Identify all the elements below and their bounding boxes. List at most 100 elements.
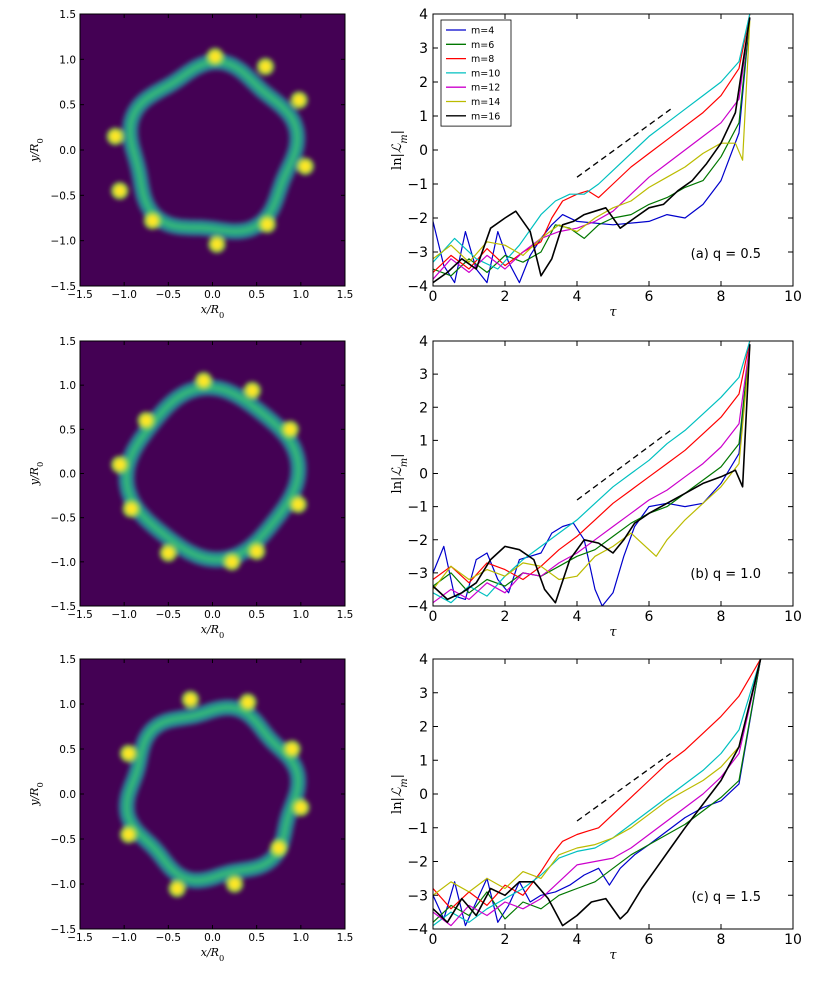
legend-label: m=8 <box>471 54 494 65</box>
x-tick-label: −1.0 <box>111 289 137 301</box>
label-part: 0 <box>35 138 45 143</box>
label-part: | <box>390 454 405 458</box>
y-axis-label: y/R0 <box>28 138 45 162</box>
x-axis-label: x/R0 <box>201 623 224 640</box>
y-tick-label: 3 <box>419 686 428 702</box>
series-line-m12 <box>433 17 751 280</box>
label-part: ℒ <box>390 467 405 477</box>
density-clump-core <box>198 375 210 387</box>
y-tick-label: −3 <box>407 245 428 261</box>
x-tick-label: 1.0 <box>292 609 309 621</box>
mode-growth-panel: 0 2 4 6 8 10 −4 −3 −2 −1 0 1 2 3 4 τ ln|ℒm| (b) q = 1.0 <box>390 334 802 640</box>
x-tick-label: −0.5 <box>156 609 182 621</box>
series-line-m8 <box>433 659 762 910</box>
legend-label: m=6 <box>471 40 494 51</box>
y-tick-label: −1.0 <box>51 557 77 569</box>
label-part: 0 <box>35 462 45 467</box>
density-clump-core <box>242 696 254 708</box>
y-tick-label: 1.0 <box>59 54 76 66</box>
y-tick-label: 0.0 <box>59 789 76 801</box>
y-tick-label: −2 <box>407 855 428 871</box>
mode-growth-panel: 0 2 4 6 8 10 −4 −3 −2 −1 0 1 2 3 4 τ ln|ℒm| (a) q = 0.5 m=… <box>390 7 802 320</box>
axes-frame <box>432 658 794 930</box>
density-clump-core <box>246 384 258 396</box>
label-part: | <box>390 130 405 134</box>
y-tick-label: 1.5 <box>59 336 76 348</box>
x-tick-label: 10 <box>784 932 802 948</box>
x-tick-label: 0 <box>429 289 438 305</box>
label-part: 0 <box>219 310 224 320</box>
mode-growth-panel: 0 2 4 6 8 10 −4 −3 −2 −1 0 1 2 3 4 τ ln|ℒm| (c) q = 1.5 <box>390 652 802 963</box>
y-tick-label: 4 <box>419 7 428 23</box>
x-axis-label: τ <box>609 305 617 320</box>
x-tick-label: 0 <box>429 609 438 625</box>
y-tick-label: −1 <box>407 821 428 837</box>
y-tick-label: 1.0 <box>59 699 76 711</box>
x-tick-label: −1.0 <box>111 609 137 621</box>
density-clump-core <box>123 829 135 840</box>
y-tick-label: −4 <box>407 922 428 938</box>
x-tick-label: 0.0 <box>204 609 221 621</box>
x-tick-label: 1.0 <box>292 289 309 301</box>
ring-density-panel: −1.5 −1.0 −0.5 0.0 0.5 1.0 1.5 −1.5 −1.0 −0.5 0.0 0… <box>28 9 353 320</box>
label-part: ln| <box>390 797 405 814</box>
x-tick-label: 10 <box>784 289 802 305</box>
density-clump-core <box>109 130 121 142</box>
density-clump-core <box>299 160 311 172</box>
label-part: ln| <box>390 153 405 170</box>
y-tick-label: 1.5 <box>59 9 76 21</box>
series-line-m6 <box>433 344 751 594</box>
y-tick-label: 4 <box>419 652 428 668</box>
x-tick-label: 8 <box>717 932 726 948</box>
x-tick-label: 6 <box>645 609 654 625</box>
label-part: y/R <box>28 467 41 486</box>
series-line-m4 <box>433 659 762 927</box>
panel-annotation: (b) q = 1.0 <box>690 567 761 582</box>
series-line-m10 <box>433 341 751 604</box>
y-tick-label: 1 <box>419 753 428 769</box>
density-clump-core <box>123 748 135 759</box>
x-tick-label: 2 <box>501 289 510 305</box>
label-part: x/R <box>201 946 219 959</box>
label-part: m <box>399 134 410 143</box>
label-part: x/R <box>201 303 219 316</box>
density-clump-core <box>226 556 238 568</box>
x-tick-label: 2 <box>501 932 510 948</box>
series-line-m8 <box>433 14 751 273</box>
panel-annotation: (c) q = 1.5 <box>691 890 761 905</box>
y-tick-label: 0 <box>419 467 428 483</box>
x-tick-label: 2 <box>501 609 510 625</box>
y-axis-label: y/R0 <box>28 782 45 806</box>
x-tick-label: 4 <box>573 932 582 948</box>
x-tick-label: 1.5 <box>337 609 354 621</box>
density-clump-core <box>229 878 241 890</box>
y-tick-label: 0.0 <box>59 145 76 157</box>
density-clump-core <box>140 415 152 426</box>
label-part: τ <box>609 948 617 963</box>
density-clump-core <box>162 547 174 559</box>
x-tick-label: 8 <box>717 609 726 625</box>
label-part: y/R <box>28 788 41 807</box>
y-axis-label: ln|ℒm| <box>390 454 410 494</box>
ring-core <box>124 705 301 883</box>
reference-slope-line <box>576 108 671 178</box>
y-tick-label: −3 <box>407 566 428 582</box>
density-clump-core <box>211 238 223 250</box>
series-line-m4 <box>433 17 751 284</box>
density-clump-core <box>295 802 307 813</box>
label-part: τ <box>609 305 617 320</box>
x-tick-label: 6 <box>645 289 654 305</box>
ring-layer <box>106 47 315 254</box>
reference-slope-line <box>576 752 671 822</box>
legend-label: m=12 <box>471 83 500 94</box>
x-tick-label: 6 <box>645 932 654 948</box>
x-tick-label: −1.5 <box>67 289 93 301</box>
legend-label: m=10 <box>471 68 500 79</box>
reference-slope-line <box>576 429 671 501</box>
x-axis-label: τ <box>609 625 617 640</box>
legend-label: m=16 <box>471 111 500 122</box>
density-clump-core <box>293 94 305 106</box>
y-tick-label: 0.5 <box>59 744 76 756</box>
panel-annotation: (a) q = 0.5 <box>691 247 761 262</box>
